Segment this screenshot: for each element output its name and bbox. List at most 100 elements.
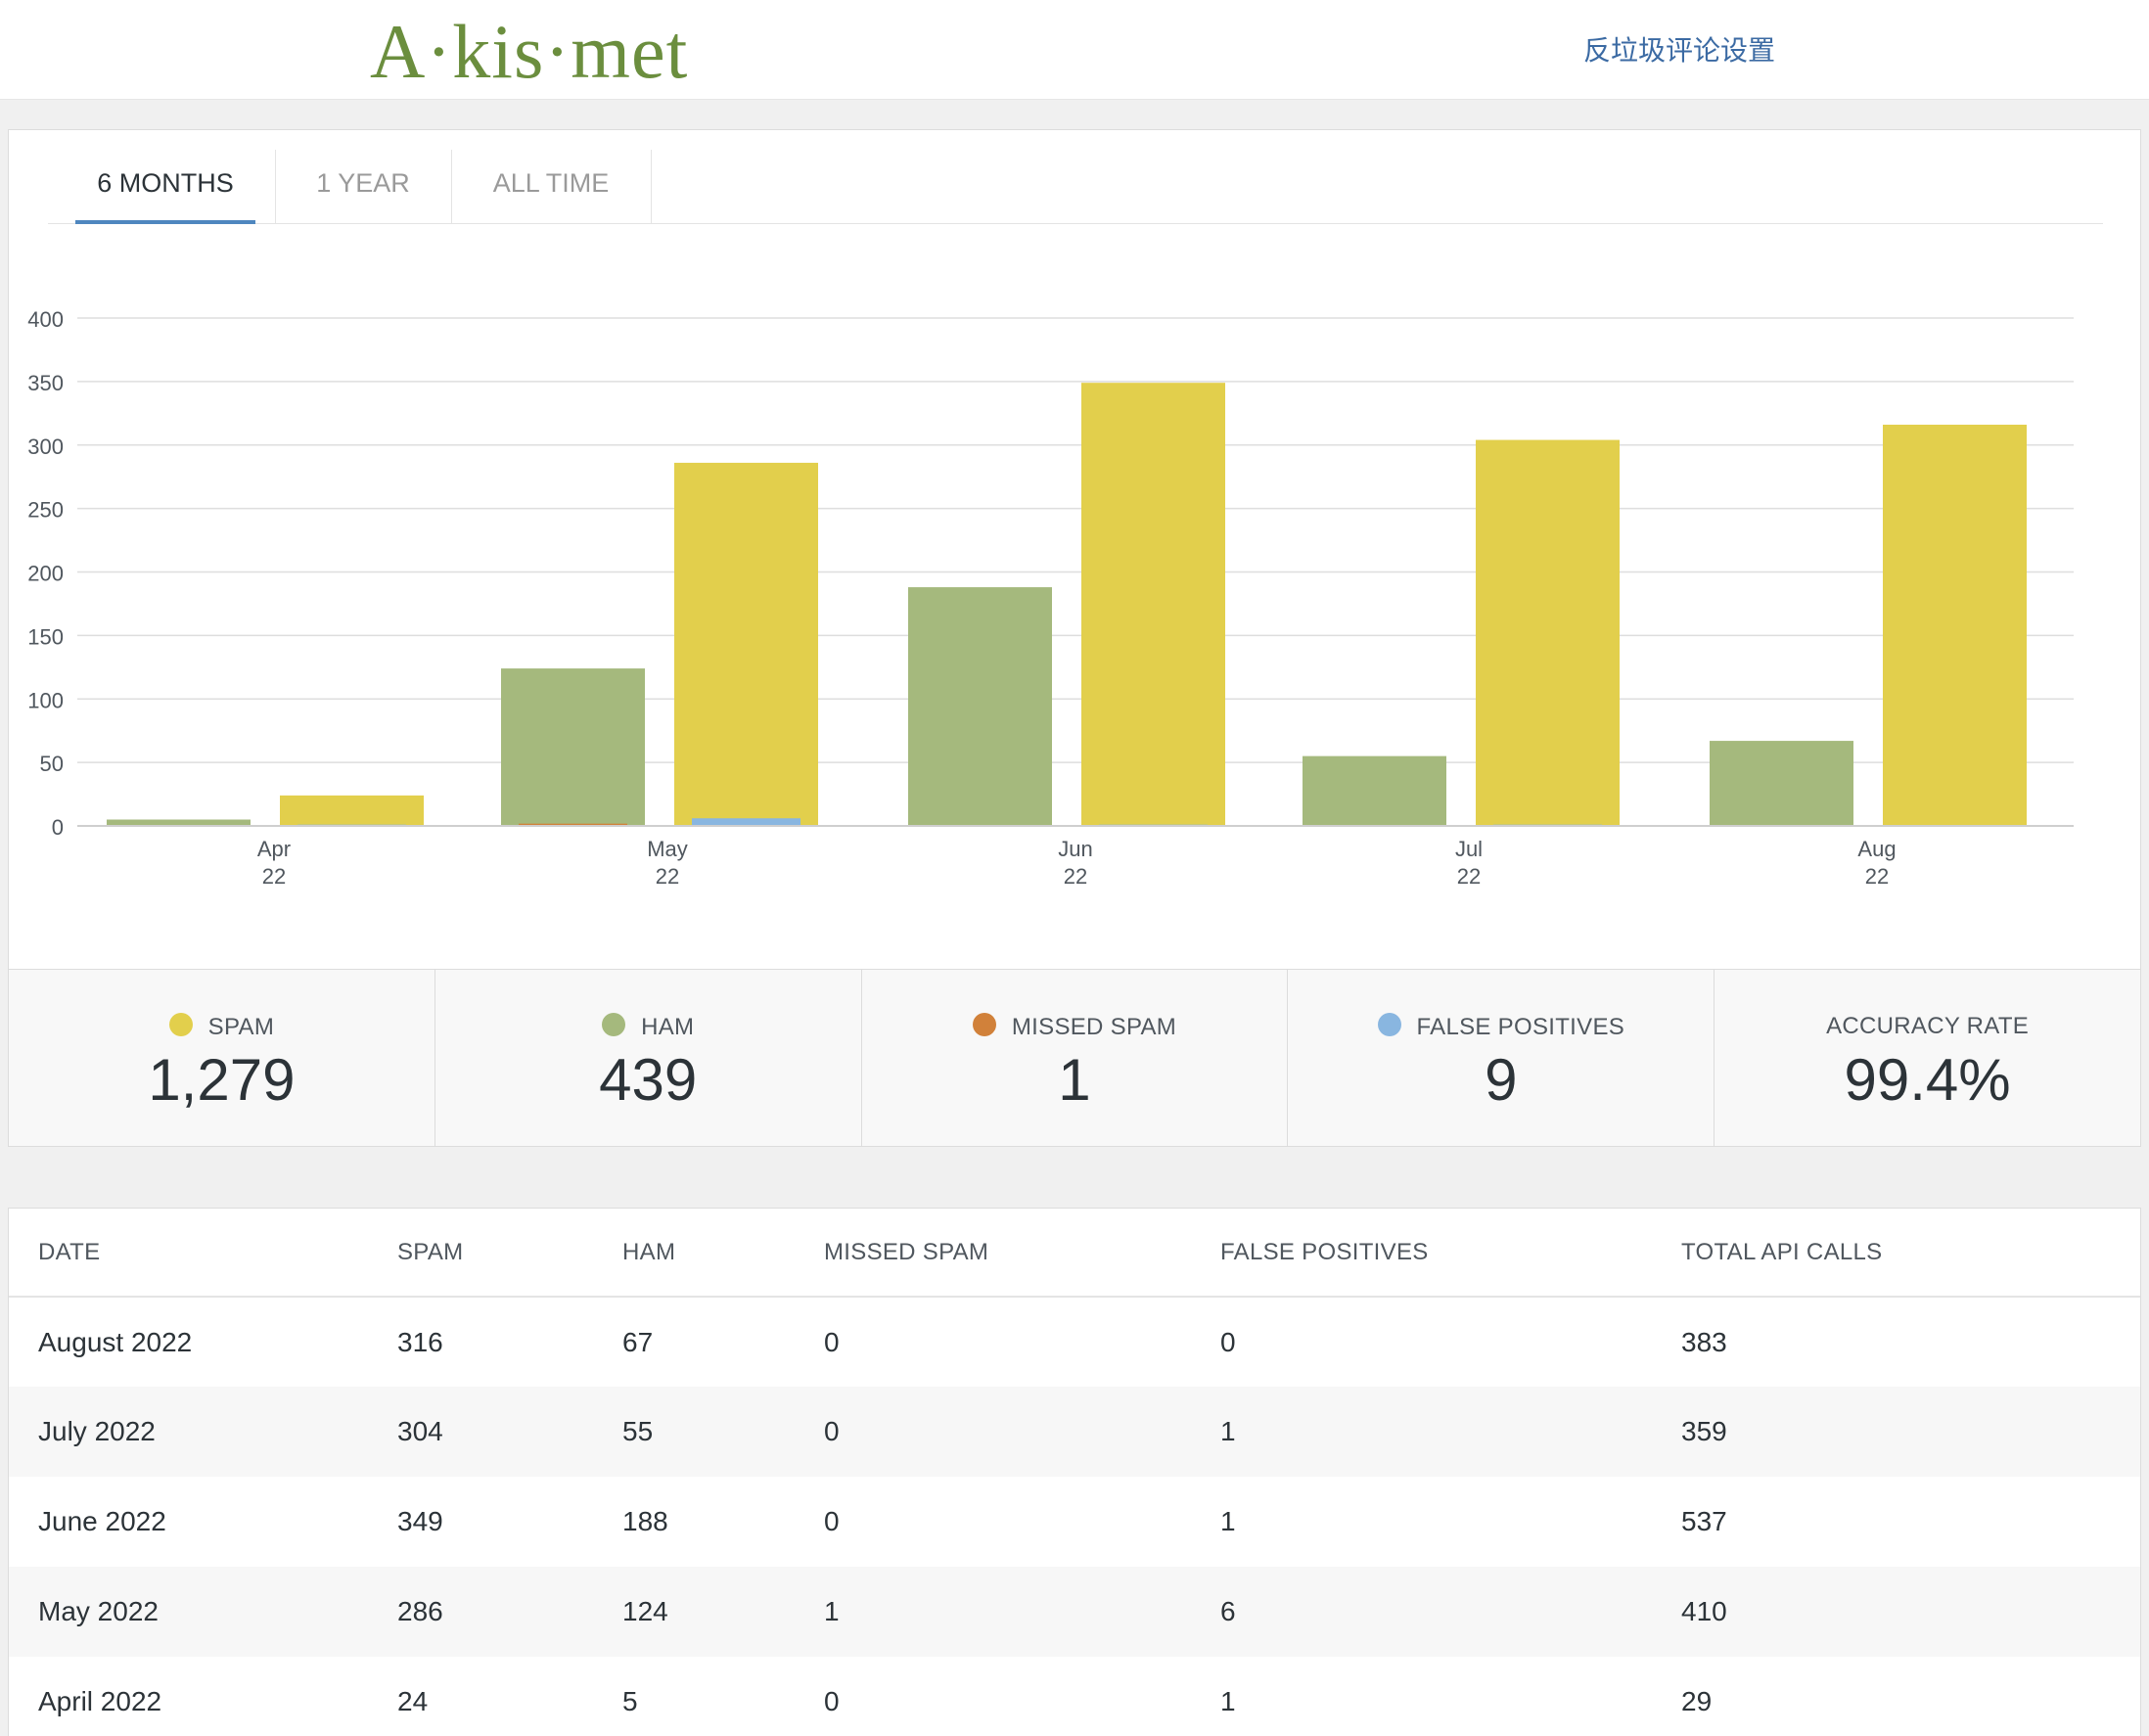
x-tick-label: 22	[1457, 864, 1481, 889]
cell-missed-spam: 0	[824, 1326, 840, 1357]
missed-spam-legend-dot	[972, 1013, 996, 1036]
column-header-date: DATE	[9, 1209, 397, 1298]
tab-all-time[interactable]: ALL TIME	[492, 168, 610, 198]
cell-total-api-calls: 537	[1681, 1506, 1727, 1536]
summary-stats: SPAM 1,279 HAM 439 MISSED SPAM 1 FALSE P…	[9, 969, 2140, 1146]
x-tick-label: 22	[1865, 864, 1889, 889]
table-row: June 2022 349 188 0 1 537	[9, 1477, 2140, 1567]
cell-date: July 2022	[9, 1387, 397, 1477]
period-tabs: 6 MONTHS 1 YEAR ALL TIME	[48, 130, 2103, 224]
stat-label: HAM	[641, 1014, 695, 1040]
x-tick-label: Jul	[1455, 837, 1483, 861]
ham-legend-dot	[602, 1013, 626, 1036]
ham-bar	[501, 668, 645, 826]
stats-panel: 6 MONTHS 1 YEAR ALL TIME 0 50 100 150 200 250…	[8, 129, 2141, 1147]
column-header-total-api-calls: TOTAL API CALLS	[1681, 1209, 2140, 1298]
x-tick-label: May	[647, 837, 688, 861]
cell-ham: 188	[622, 1506, 668, 1536]
ham-bar	[107, 819, 251, 826]
monthly-bar-chart: 0 50 100 150 200 250 300 350 400 Apr 22 May 22 Jun 22 J…	[27, 307, 2074, 889]
cell-total-api-calls: 383	[1681, 1326, 1727, 1357]
column-header-missed-spam: MISSED SPAM	[824, 1209, 1220, 1298]
y-tick-label: 300	[27, 434, 64, 459]
spam-bar	[1476, 439, 1620, 826]
column-header-spam: SPAM	[397, 1209, 622, 1298]
missed-spam-bar	[519, 823, 627, 826]
spam-bar	[280, 795, 424, 826]
cell-total-api-calls: 410	[1681, 1567, 2140, 1657]
table-row: April 2022 24 5 0 1 29	[9, 1657, 2140, 1736]
cell-false-positives: 0	[1220, 1326, 1236, 1357]
x-tick-label: 22	[1064, 864, 1087, 889]
y-tick-label: 350	[27, 371, 64, 395]
y-tick-label: 400	[27, 307, 64, 332]
cell-false-positives: 1	[1220, 1686, 1236, 1716]
monthly-table-panel: DATE SPAM HAM MISSED SPAM FALSE POSITIVE…	[8, 1208, 2141, 1736]
y-tick-label: 50	[40, 752, 64, 776]
stat-label: FALSE POSITIVES	[1416, 1014, 1625, 1040]
stat-false-positives: FALSE POSITIVES 9	[1288, 970, 1715, 1146]
cell-ham: 5	[622, 1686, 638, 1716]
column-header-false-positives: FALSE POSITIVES	[1220, 1209, 1681, 1298]
stat-ham: HAM 439	[435, 970, 862, 1146]
tab-divider	[451, 150, 452, 224]
cell-ham: 67	[622, 1326, 654, 1357]
ham-bar	[1303, 755, 1446, 826]
tab-divider	[275, 150, 276, 224]
stat-label: MISSED SPAM	[1011, 1014, 1177, 1040]
stat-accuracy-rate: ACCURACY RATE 99.4%	[1715, 970, 2140, 1146]
cell-missed-spam: 0	[824, 1506, 840, 1536]
cell-false-positives: 1	[1220, 1506, 1236, 1536]
spam-bar	[674, 462, 818, 826]
header: A·kis·met 反垃圾评论设置	[0, 0, 2149, 100]
y-tick-label: 100	[27, 688, 64, 712]
settings-link[interactable]: 反垃圾评论设置	[1583, 34, 1776, 67]
stat-label: SPAM	[207, 1014, 275, 1040]
tab-6-months[interactable]: 6 MONTHS	[75, 142, 255, 224]
cell-spam: 286	[397, 1567, 622, 1657]
y-tick-label: 250	[27, 498, 64, 523]
cell-date: April 2022	[38, 1686, 162, 1716]
stat-spam: SPAM 1,279	[9, 970, 435, 1146]
false-positives-legend-dot	[1377, 1013, 1401, 1036]
x-tick-label: Aug	[1857, 837, 1896, 861]
x-tick-label: 22	[656, 864, 679, 889]
cell-total-api-calls: 29	[1681, 1686, 1713, 1716]
cell-total-api-calls: 359	[1681, 1387, 2140, 1477]
ham-bar	[1710, 741, 1853, 826]
cell-date: August 2022	[38, 1326, 193, 1357]
cell-ham: 55	[622, 1387, 824, 1477]
stat-missed-spam: MISSED SPAM 1	[862, 970, 1289, 1146]
cell-spam: 349	[397, 1506, 443, 1536]
cell-missed-spam: 1	[824, 1567, 1220, 1657]
tab-1-year[interactable]: 1 YEAR	[316, 168, 410, 198]
spam-legend-dot	[168, 1013, 193, 1036]
stat-value: 1	[1058, 1047, 1091, 1113]
cell-spam: 24	[397, 1686, 429, 1716]
y-tick-label: 150	[27, 624, 64, 649]
table-row: July 2022 304 55 0 1 359	[9, 1387, 2140, 1477]
cell-date: May 2022	[9, 1567, 397, 1657]
monthly-stats-table: DATE SPAM HAM MISSED SPAM FALSE POSITIVE…	[9, 1209, 2140, 1736]
stat-value: 1,279	[148, 1047, 296, 1113]
stat-value: 99.4%	[1844, 1047, 2011, 1113]
spam-bar	[1081, 383, 1225, 826]
table-row: May 2022 286 124 1 6 410	[9, 1567, 2140, 1657]
cell-missed-spam: 0	[824, 1686, 840, 1716]
cell-missed-spam: 0	[824, 1387, 1220, 1477]
x-tick-label: Jun	[1058, 837, 1092, 861]
stat-label: ACCURACY RATE	[1826, 1013, 2030, 1039]
x-tick-label: Apr	[257, 837, 291, 861]
tab-divider	[651, 150, 652, 224]
false-positives-bar	[692, 818, 800, 826]
y-tick-label: 0	[52, 815, 64, 840]
cell-date: June 2022	[38, 1506, 166, 1536]
table-header-row: DATE SPAM HAM MISSED SPAM FALSE POSITIVE…	[9, 1209, 2140, 1298]
stat-value: 9	[1485, 1047, 1518, 1113]
cell-false-positives: 1	[1220, 1387, 1681, 1477]
spam-bar	[1883, 424, 2027, 826]
y-tick-label: 200	[27, 562, 64, 586]
akismet-logo: A·kis·met	[370, 9, 689, 94]
x-tick-label: 22	[262, 864, 286, 889]
ham-bar	[908, 587, 1052, 826]
